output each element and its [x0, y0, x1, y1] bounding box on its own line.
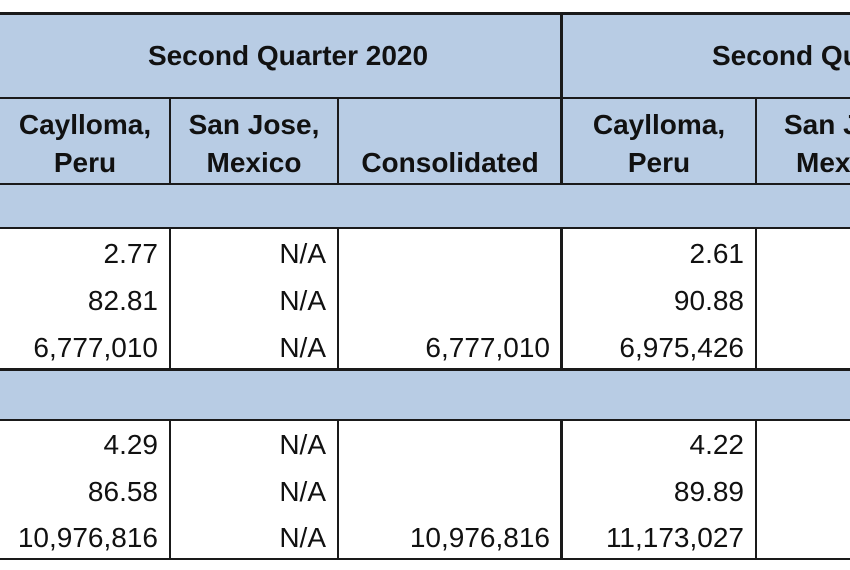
col-header-line2: Peru	[53, 147, 117, 178]
rule-under-band-1	[0, 227, 850, 229]
col-header-line1: San J	[784, 109, 850, 140]
col-header-caylloma-prior: Caylloma, Peru	[562, 98, 756, 184]
group-header-q2-2020-label: Second Quarter 2020	[147, 40, 429, 71]
table-cell	[338, 425, 562, 465]
rule-col-3	[560, 228, 563, 369]
rule-col-4	[755, 98, 757, 184]
col-header-sanjose-2020: San Jose, Mexico	[170, 98, 338, 184]
rule-bottom	[0, 558, 850, 560]
rule-col-1	[169, 228, 171, 369]
section-band-1	[0, 184, 850, 228]
group-header-q2-2020: Second Quarter 2020	[0, 14, 562, 98]
rule-col-2	[337, 98, 339, 184]
col-header-consolidated-2020: Consolidated	[338, 98, 562, 184]
col-header-line1: San Jose,	[188, 109, 320, 140]
table-cell: 89.89	[673, 476, 744, 507]
table-cell: 2.61	[689, 238, 745, 269]
table-cell: 4.22	[689, 429, 745, 460]
col-header-sanjose-prior: San J Mex	[756, 98, 850, 184]
table-cell: N/A	[279, 476, 326, 507]
rule-col-1	[169, 98, 171, 184]
table-cell: 10,976,816	[409, 522, 550, 553]
col-header-line2: Consolidated	[361, 147, 539, 178]
table-cell: 6,777,010	[425, 332, 550, 363]
rule-col-1	[169, 420, 171, 559]
col-header-line2: Peru	[627, 147, 691, 178]
group-header-q2-prior-label: Second Qu	[712, 40, 850, 71]
table-cell: 90.88	[673, 285, 744, 316]
table-cell: N/A	[279, 285, 326, 316]
table-cell: N/A	[279, 238, 326, 269]
rule-col-3	[560, 420, 563, 559]
table-cell: 86.58	[87, 476, 158, 507]
table-cell: 2.77	[103, 238, 159, 269]
col-header-line1: Caylloma,	[18, 109, 152, 140]
group-header-q2-prior: Second Qu	[562, 14, 850, 98]
col-header-line1: Caylloma,	[592, 109, 726, 140]
rule-section-1-bottom	[0, 368, 850, 371]
rule-col-3	[560, 13, 563, 184]
rule-under-group	[0, 97, 850, 99]
table-cell: N/A	[279, 429, 326, 460]
rule-col-4	[755, 420, 757, 559]
table-cell: 82.81	[87, 285, 158, 316]
table-cell	[338, 234, 562, 274]
rule-col-2	[337, 420, 339, 559]
table-cell	[338, 472, 562, 512]
section-band-2	[0, 370, 850, 420]
rule-under-band-2	[0, 419, 850, 421]
table-cell: 11,173,027	[605, 522, 744, 553]
table-cell	[338, 281, 562, 321]
rule-col-4	[755, 228, 757, 369]
col-header-caylloma-2020: Caylloma, Peru	[0, 98, 170, 184]
table-cell: N/A	[279, 332, 326, 363]
rule-col-2	[337, 228, 339, 369]
table-cell: 10,976,816	[17, 522, 158, 553]
table-cell: 4.29	[103, 429, 159, 460]
rule-under-header	[0, 183, 850, 185]
col-header-line2: Mex	[796, 147, 850, 178]
table-cell: 6,777,010	[33, 332, 158, 363]
rule-top	[0, 12, 850, 15]
col-header-line2: Mexico	[206, 147, 302, 178]
table-cell: 6,975,426	[619, 332, 744, 363]
table-cell: N/A	[279, 522, 326, 553]
